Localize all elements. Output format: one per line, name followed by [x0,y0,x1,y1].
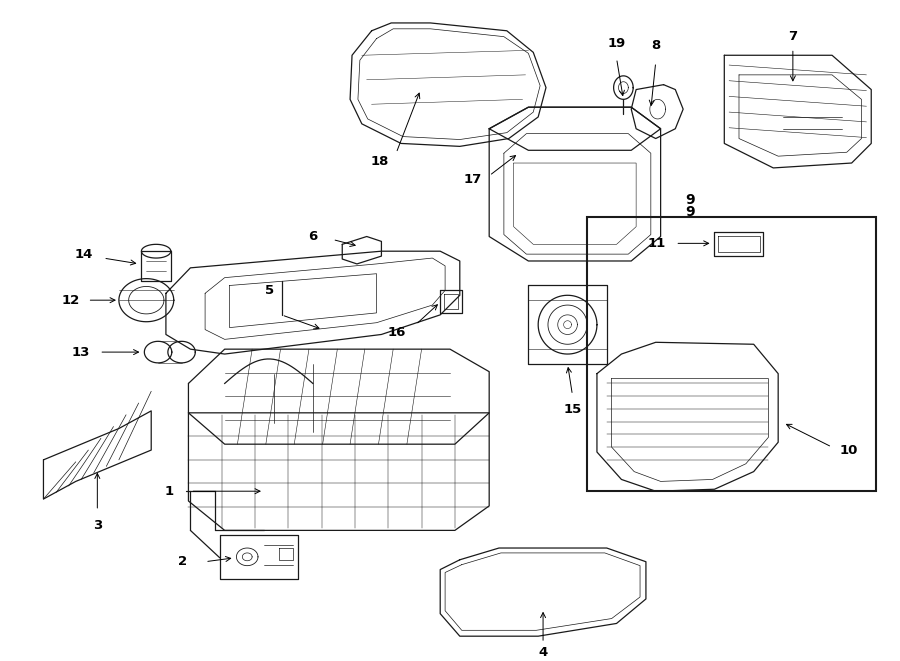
Text: 12: 12 [61,293,80,307]
Text: 16: 16 [388,326,406,339]
Text: 2: 2 [178,555,187,568]
Text: 4: 4 [538,646,548,659]
Text: 5: 5 [265,284,274,297]
Text: 1: 1 [165,485,174,498]
Text: 6: 6 [309,230,318,243]
Text: 13: 13 [71,346,89,359]
Text: 9: 9 [685,193,695,207]
Text: 9: 9 [685,205,695,219]
Bar [587,217,876,491]
Text: 7: 7 [788,30,797,42]
Text: 11: 11 [647,237,665,250]
Text: 19: 19 [608,38,625,50]
Text: 18: 18 [371,155,390,168]
Text: 17: 17 [464,173,482,186]
Text: 8: 8 [651,39,661,52]
Text: 15: 15 [563,403,581,416]
Text: 10: 10 [840,444,859,457]
Text: 3: 3 [93,519,102,531]
Text: 14: 14 [75,248,94,260]
